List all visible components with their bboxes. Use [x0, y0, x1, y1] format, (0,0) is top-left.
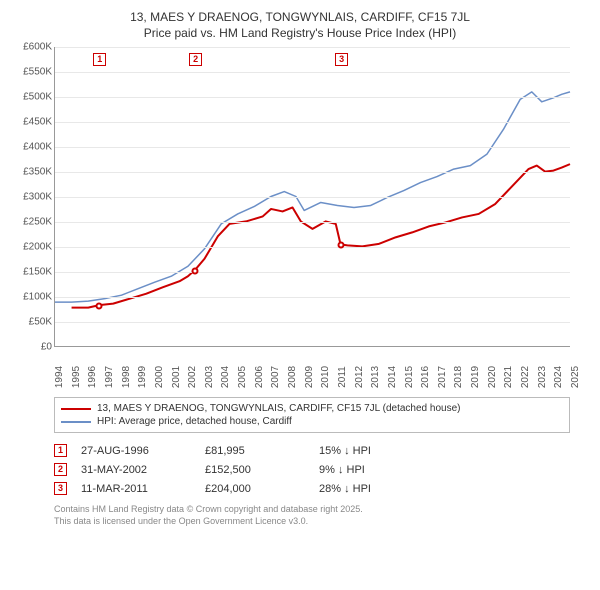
title-line-1: 13, MAES Y DRAENOG, TONGWYNLAIS, CARDIFF… [10, 10, 590, 26]
event-date: 11-MAR-2011 [81, 483, 191, 495]
y-axis: £0£50K£100K£150K£200K£250K£300K£350K£400… [10, 47, 54, 347]
x-tick-label: 2020 [487, 366, 498, 388]
event-row: 3 11-MAR-2011 £204,000 28% ↓ HPI [54, 479, 570, 498]
legend-label: 13, MAES Y DRAENOG, TONGWYNLAIS, CARDIFF… [97, 403, 460, 414]
event-delta: 9% ↓ HPI [319, 464, 429, 476]
gridline [55, 297, 570, 298]
x-tick-label: 1999 [137, 366, 148, 388]
plot-area: 1 2 3 [54, 47, 570, 347]
event-row: 2 31-MAY-2002 £152,500 9% ↓ HPI [54, 460, 570, 479]
x-tick-label: 2007 [270, 366, 281, 388]
attribution-line-1: Contains HM Land Registry data © Crown c… [54, 504, 590, 516]
event-price: £152,500 [205, 464, 305, 476]
x-tick-label: 2025 [570, 366, 581, 388]
y-tick-label: £500K [23, 92, 52, 103]
y-tick-label: £250K [23, 217, 52, 228]
events-table: 1 27-AUG-1996 £81,995 15% ↓ HPI 2 31-MAY-2002… [54, 441, 570, 498]
gridline [55, 47, 570, 48]
sale-point-1 [96, 303, 103, 310]
x-tick-label: 1996 [87, 366, 98, 388]
sale-point-3 [338, 242, 345, 249]
x-tick-label: 2017 [437, 366, 448, 388]
x-tick-label: 2012 [354, 366, 365, 388]
x-tick-label: 2006 [254, 366, 265, 388]
legend: 13, MAES Y DRAENOG, TONGWYNLAIS, CARDIFF… [54, 397, 570, 433]
legend-label: HPI: Average price, detached house, Card… [97, 416, 292, 427]
sale-marker-1: 1 [93, 53, 106, 66]
chart-title: 13, MAES Y DRAENOG, TONGWYNLAIS, CARDIFF… [10, 10, 590, 41]
sale-marker-2: 2 [189, 53, 202, 66]
gridline [55, 222, 570, 223]
event-marker: 2 [54, 463, 67, 476]
y-tick-label: £300K [23, 192, 52, 203]
x-tick-label: 2013 [370, 366, 381, 388]
attribution-line-2: This data is licensed under the Open Gov… [54, 516, 590, 528]
x-tick-label: 2004 [220, 366, 231, 388]
gridline [55, 197, 570, 198]
gridline [55, 72, 570, 73]
x-tick-label: 2014 [387, 366, 398, 388]
x-tick-label: 1998 [121, 366, 132, 388]
event-marker: 1 [54, 444, 67, 457]
plot-area-wrap: £0 £50K £100K £150K £200K £250K £300K £350K £400… [10, 47, 570, 367]
gridline [55, 97, 570, 98]
x-tick-label: 2016 [420, 366, 431, 388]
event-delta: 28% ↓ HPI [319, 483, 429, 495]
y-tick-label: £350K [23, 167, 52, 178]
y-tick-label: £200K [23, 242, 52, 253]
gridline [55, 172, 570, 173]
x-tick-label: 2000 [154, 366, 165, 388]
x-tick-label: 2015 [404, 366, 415, 388]
title-line-2: Price paid vs. HM Land Registry's House … [10, 26, 590, 42]
y-tick-label: £0 [41, 342, 52, 353]
x-tick-label: 2024 [553, 366, 564, 388]
legend-item: HPI: Average price, detached house, Card… [61, 415, 563, 428]
attribution: Contains HM Land Registry data © Crown c… [54, 504, 590, 527]
y-tick-label: £150K [23, 267, 52, 278]
chart-container: 13, MAES Y DRAENOG, TONGWYNLAIS, CARDIFF… [10, 10, 590, 528]
gridline [55, 122, 570, 123]
x-tick-label: 1994 [54, 366, 65, 388]
event-marker: 3 [54, 482, 67, 495]
y-tick-label: £600K [23, 42, 52, 53]
x-tick-label: 2023 [537, 366, 548, 388]
x-tick-label: 2021 [503, 366, 514, 388]
event-date: 27-AUG-1996 [81, 445, 191, 457]
x-tick-label: 2005 [237, 366, 248, 388]
legend-item: 13, MAES Y DRAENOG, TONGWYNLAIS, CARDIFF… [61, 402, 563, 415]
event-row: 1 27-AUG-1996 £81,995 15% ↓ HPI [54, 441, 570, 460]
y-tick-label: £50K [29, 317, 52, 328]
x-tick-label: 2003 [204, 366, 215, 388]
x-tick-label: 2011 [337, 366, 348, 388]
x-tick-label: 2019 [470, 366, 481, 388]
x-tick-label: 2022 [520, 366, 531, 388]
y-tick-label: £100K [23, 292, 52, 303]
y-tick-label: £400K [23, 142, 52, 153]
x-tick-label: 2018 [453, 366, 464, 388]
x-tick-label: 2002 [187, 366, 198, 388]
legend-swatch [61, 408, 91, 410]
x-tick-label: 2001 [171, 366, 182, 388]
x-tick-label: 2010 [320, 366, 331, 388]
x-tick-label: 2008 [287, 366, 298, 388]
sale-point-2 [192, 267, 199, 274]
gridline [55, 322, 570, 323]
event-price: £204,000 [205, 483, 305, 495]
gridline [55, 247, 570, 248]
gridline [55, 147, 570, 148]
x-tick-label: 1997 [104, 366, 115, 388]
event-delta: 15% ↓ HPI [319, 445, 429, 457]
y-tick-label: £450K [23, 117, 52, 128]
event-date: 31-MAY-2002 [81, 464, 191, 476]
x-axis: 1994199519961997199819992000200120022003… [54, 349, 570, 379]
sale-marker-3: 3 [335, 53, 348, 66]
y-tick-label: £550K [23, 67, 52, 78]
legend-swatch [61, 421, 91, 423]
x-tick-label: 1995 [71, 366, 82, 388]
event-price: £81,995 [205, 445, 305, 457]
gridline [55, 272, 570, 273]
x-tick-label: 2009 [304, 366, 315, 388]
